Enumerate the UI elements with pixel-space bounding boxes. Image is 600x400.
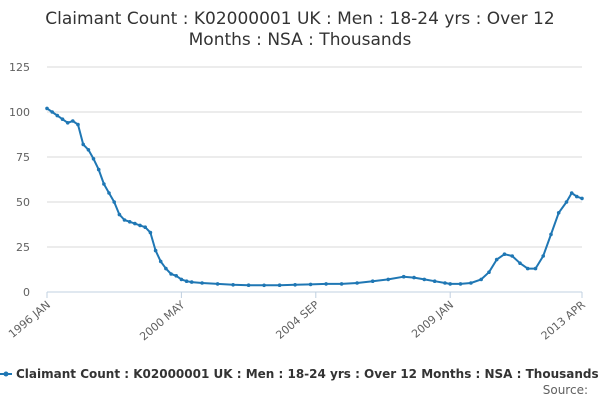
x-tick-label: 2013 APR <box>539 298 588 342</box>
y-tick-label: 25 <box>16 241 30 254</box>
data-point <box>262 283 266 288</box>
y-tick-label: 125 <box>9 61 30 74</box>
data-point <box>148 230 153 235</box>
data-point <box>293 283 297 287</box>
data-point <box>127 220 132 224</box>
data-point <box>277 283 282 288</box>
data-point <box>549 232 553 237</box>
data-point <box>412 275 416 280</box>
data-point <box>469 281 473 285</box>
data-point <box>117 212 122 217</box>
chart-title-line: Claimant Count : K02000001 UK : Men : 18… <box>45 9 554 29</box>
data-point <box>215 282 220 286</box>
data-point <box>143 225 147 229</box>
y-tick-label: 50 <box>16 196 30 209</box>
data-point <box>533 266 538 271</box>
data-point <box>541 254 545 258</box>
data-point <box>189 280 194 284</box>
legend[interactable]: Claimant Count : K02000001 UK : Men : 18… <box>0 367 599 381</box>
chart-title: Claimant Count : K02000001 UK : Men : 18… <box>45 9 554 50</box>
data-point <box>174 274 178 278</box>
data-point <box>91 157 96 161</box>
data-point <box>432 279 437 284</box>
data-point <box>324 282 328 286</box>
data-point <box>575 194 579 199</box>
data-point <box>510 254 514 258</box>
source-label: Source: <box>543 383 588 397</box>
y-tick-label: 75 <box>16 151 30 164</box>
data-point <box>518 261 522 266</box>
data-point <box>479 277 484 282</box>
data-point <box>102 182 106 186</box>
data-point <box>107 191 111 195</box>
y-tick-label: 100 <box>9 106 30 119</box>
data-point <box>487 270 491 275</box>
data-point <box>494 257 499 262</box>
data-point <box>556 211 561 215</box>
data-point <box>86 148 91 152</box>
data-point <box>60 117 65 121</box>
data-point <box>355 281 359 285</box>
x-tick-label: 2004 SEP <box>273 298 322 342</box>
data-point <box>158 259 163 264</box>
data-point <box>200 281 204 285</box>
legend-marker-icon <box>3 371 9 377</box>
data-point <box>65 121 70 125</box>
x-axis: 1996 JAN 2000 MAY 2004 SEP 2009 JAN 2013 APR <box>6 292 588 343</box>
y-axis: 0 25 50 75 100 125 <box>9 61 30 299</box>
data-point <box>502 252 507 256</box>
chart-title-line: Months : NSA : Thousands <box>189 30 412 50</box>
data-point <box>308 282 313 287</box>
data-point <box>246 283 251 288</box>
data-point <box>138 223 142 228</box>
x-tick-label: 2000 MAY <box>137 298 187 343</box>
data-point <box>169 272 173 276</box>
data-point <box>55 113 60 118</box>
x-tick-label: 1996 JAN <box>6 298 53 340</box>
data-point <box>81 142 85 147</box>
data-point <box>401 274 406 279</box>
data-point <box>153 248 158 253</box>
data-point <box>96 167 101 172</box>
data-point <box>112 200 116 204</box>
data-point <box>422 277 427 282</box>
data-point <box>569 191 574 195</box>
data-point <box>458 282 463 286</box>
data-point <box>71 119 75 123</box>
data-point <box>339 282 344 286</box>
x-tick-label: 2009 JAN <box>409 298 456 340</box>
data-point <box>443 281 447 285</box>
data-point <box>580 196 584 201</box>
data-point <box>184 279 189 284</box>
data-point <box>448 282 453 286</box>
data-point <box>50 110 54 114</box>
series-lines <box>45 106 584 288</box>
data-point <box>133 221 137 226</box>
data-point <box>76 122 80 127</box>
data-point <box>122 218 127 222</box>
data-point <box>525 266 530 271</box>
data-point <box>45 106 49 111</box>
data-point <box>231 283 235 287</box>
data-point <box>179 277 184 282</box>
data-point <box>164 266 168 271</box>
y-tick-label: 0 <box>23 286 30 299</box>
data-point <box>386 277 391 282</box>
gridlines <box>47 66 582 293</box>
data-point <box>564 200 569 204</box>
series-line <box>46 107 583 287</box>
legend-item-label[interactable]: Claimant Count : K02000001 UK : Men : 18… <box>16 367 599 381</box>
data-point <box>370 279 375 284</box>
